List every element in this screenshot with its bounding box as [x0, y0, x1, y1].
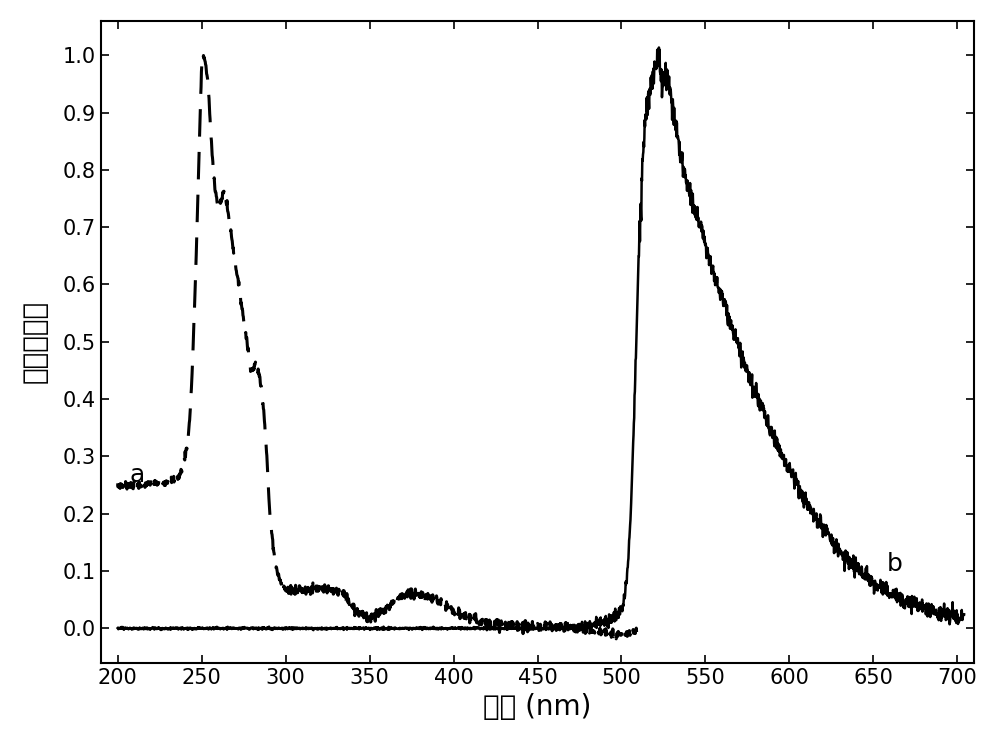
- Text: a: a: [129, 463, 145, 487]
- Y-axis label: 归一化强度: 归一化强度: [21, 301, 49, 384]
- X-axis label: 波长 (nm): 波长 (nm): [483, 693, 592, 721]
- Text: b: b: [887, 552, 903, 576]
